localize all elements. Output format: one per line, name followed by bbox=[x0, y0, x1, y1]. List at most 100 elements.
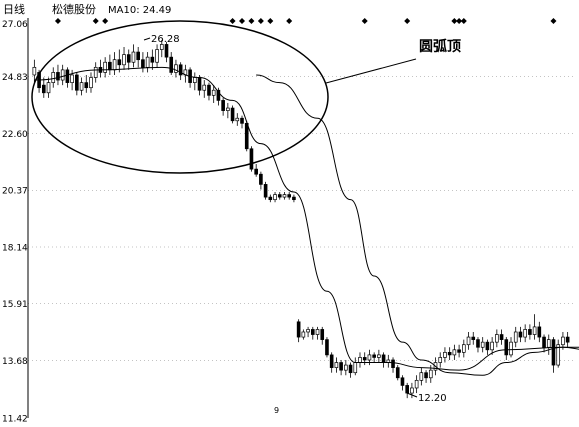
candle bbox=[122, 46, 126, 70]
candle-body bbox=[112, 59, 117, 71]
candle-body bbox=[485, 341, 490, 351]
candle bbox=[235, 113, 240, 126]
candle bbox=[292, 194, 296, 203]
candle bbox=[287, 192, 292, 200]
candle bbox=[79, 77, 84, 96]
candle bbox=[452, 344, 457, 360]
candle-body bbox=[268, 196, 273, 201]
candle bbox=[145, 52, 150, 73]
candle-body bbox=[164, 44, 169, 58]
candle bbox=[447, 347, 452, 360]
y-tick-label: 18.14 bbox=[2, 243, 28, 253]
candle-body bbox=[79, 82, 84, 91]
candle-body bbox=[438, 357, 443, 363]
candle-body bbox=[344, 364, 348, 371]
stock-name: 松德股份 bbox=[52, 2, 96, 16]
candle bbox=[155, 44, 159, 68]
candle-body bbox=[75, 74, 79, 91]
candle-body bbox=[254, 168, 258, 175]
candle bbox=[136, 46, 140, 68]
candle-body bbox=[202, 84, 207, 91]
period-label: 日线 bbox=[3, 2, 25, 16]
candle-body bbox=[528, 329, 532, 335]
candle bbox=[126, 49, 131, 70]
candle-body bbox=[447, 351, 452, 356]
candle-body bbox=[348, 364, 353, 374]
candle bbox=[490, 337, 494, 355]
candle-body bbox=[490, 341, 494, 351]
y-tick-label: 24.83 bbox=[2, 73, 28, 83]
candle-body bbox=[320, 329, 325, 340]
candle-body bbox=[292, 196, 296, 201]
candle bbox=[51, 67, 56, 88]
candle-body bbox=[424, 372, 428, 379]
candle-body bbox=[287, 194, 292, 198]
candle bbox=[193, 72, 197, 91]
candle bbox=[504, 337, 509, 360]
candle-body bbox=[377, 354, 381, 358]
candle-body bbox=[126, 54, 131, 63]
candle bbox=[310, 326, 315, 340]
candle bbox=[556, 339, 561, 368]
candle bbox=[84, 74, 89, 93]
candle-body bbox=[263, 184, 268, 198]
candle-body bbox=[537, 326, 542, 338]
candle-body bbox=[141, 59, 145, 68]
candle-body bbox=[70, 74, 74, 83]
candle-body bbox=[89, 77, 93, 89]
candle bbox=[391, 357, 395, 373]
candle-body bbox=[216, 89, 221, 101]
candle bbox=[485, 339, 490, 355]
peak-leader-line bbox=[143, 37, 151, 41]
candle-body bbox=[410, 387, 414, 394]
candle bbox=[41, 77, 46, 98]
candle bbox=[471, 331, 476, 345]
candle bbox=[207, 82, 211, 101]
candle-body bbox=[428, 369, 433, 379]
candle bbox=[65, 67, 70, 88]
trough-price-label: 12.20 bbox=[418, 393, 447, 404]
candle-body bbox=[65, 69, 70, 83]
candle bbox=[438, 352, 443, 368]
candle bbox=[108, 54, 112, 75]
candle-body bbox=[221, 100, 225, 111]
candle bbox=[263, 181, 268, 200]
y-tick-label: 22.60 bbox=[2, 130, 28, 140]
annotation-pointer bbox=[325, 58, 417, 84]
candle bbox=[532, 314, 537, 340]
candle bbox=[112, 52, 117, 75]
candle bbox=[509, 337, 513, 358]
top-marker bbox=[102, 18, 109, 24]
candle-body bbox=[381, 354, 386, 363]
candle bbox=[395, 365, 400, 381]
candle bbox=[164, 41, 169, 63]
top-marker bbox=[550, 18, 557, 24]
arc-top-ellipse bbox=[31, 20, 329, 174]
candle bbox=[537, 321, 542, 343]
candle bbox=[499, 329, 504, 345]
candle bbox=[419, 367, 424, 386]
candle bbox=[565, 331, 570, 348]
candle bbox=[169, 52, 174, 75]
candle bbox=[405, 382, 409, 399]
candle bbox=[344, 359, 348, 376]
candle-body bbox=[353, 362, 358, 374]
candle bbox=[277, 192, 282, 200]
top-markers-layer bbox=[54, 18, 557, 24]
candle bbox=[362, 352, 367, 366]
candle bbox=[353, 357, 358, 376]
candle-body bbox=[240, 117, 244, 124]
candle-body bbox=[457, 349, 461, 353]
candle bbox=[226, 102, 230, 119]
candle bbox=[282, 192, 287, 200]
candle bbox=[443, 347, 447, 363]
candle bbox=[339, 359, 343, 376]
candle-body bbox=[372, 354, 376, 358]
moving-average-layer bbox=[34, 66, 579, 376]
top-marker bbox=[54, 18, 61, 24]
candle bbox=[221, 97, 225, 116]
candle-body bbox=[395, 367, 400, 379]
candle bbox=[32, 59, 37, 83]
candle-body bbox=[178, 64, 183, 76]
candle-body bbox=[504, 339, 509, 356]
